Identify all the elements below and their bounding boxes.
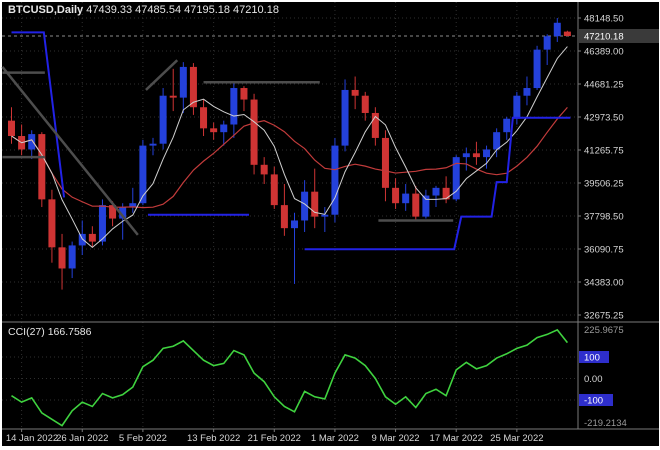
candle-body (533, 49, 541, 89)
price-axis-label: 32675.25 (584, 311, 624, 322)
cci-lower-level-label: -100 (584, 396, 603, 407)
symbol-period-label: BTCUSD,Daily (8, 4, 84, 16)
date-label: 21 Feb 2022 (248, 433, 301, 444)
date-label: 14 Jan 2022 (6, 433, 58, 444)
support-step-line (11, 31, 66, 198)
candle-body (159, 95, 167, 144)
cci-indicator-title: CCI(27) 166.7586 (8, 326, 91, 338)
cci-line (11, 328, 569, 427)
candle-body (129, 203, 137, 208)
candle-body (200, 107, 208, 129)
candle-body (543, 36, 551, 50)
cci-lower-level-box (579, 394, 613, 406)
candle-body (422, 195, 430, 217)
candle-body (98, 205, 106, 242)
current-price-box (579, 29, 659, 44)
price-axis-label: 48148.50 (584, 14, 624, 25)
candle-body (503, 118, 511, 133)
date-label: 9 Mar 2022 (372, 433, 420, 444)
candle-body (88, 233, 96, 242)
candle-body (260, 164, 268, 175)
date-label: 17 Mar 2022 (430, 433, 483, 444)
candle-body (493, 132, 501, 150)
candle-body (392, 187, 400, 204)
price-axis-label: 41265.75 (584, 146, 624, 157)
candle-body (371, 112, 379, 138)
price-axis-label: 46389.00 (584, 47, 624, 58)
candle-body (442, 187, 450, 200)
cci-upper-level-label: 100 (584, 353, 600, 364)
candle-body (513, 95, 521, 119)
date-label: 13 Feb 2022 (187, 433, 240, 444)
cci-min-label: -219.2134 (584, 418, 627, 429)
price-axis-label: 34383.00 (584, 278, 624, 289)
candle-body (432, 187, 440, 196)
candle-body (78, 233, 86, 246)
price-axis-label: 42973.50 (584, 113, 624, 124)
candle-body (189, 66, 197, 108)
price-axis-label: 37798.50 (584, 212, 624, 223)
candle-body (381, 137, 389, 188)
candle-body (301, 191, 309, 221)
cci-zero-label: 0.00 (584, 374, 603, 385)
candle-body (351, 89, 359, 96)
candle-body (311, 191, 319, 217)
cci-upper-level-box (579, 351, 609, 363)
candle-body (412, 193, 420, 217)
candle-body (38, 134, 46, 200)
support-step-line (304, 116, 571, 251)
price-axis-label: 44681.25 (584, 80, 624, 91)
candle-body (462, 153, 470, 158)
date-label: 1 Mar 2022 (311, 433, 359, 444)
candle-body (483, 149, 491, 158)
candle-body (280, 205, 288, 229)
candle-body (28, 134, 36, 150)
cci-name-label: CCI(27) (8, 326, 45, 338)
candle-body (523, 88, 531, 96)
cci-max-label: 225.9675 (584, 325, 624, 336)
candle-body (250, 99, 258, 165)
candle-body (240, 88, 248, 100)
candle-body (291, 220, 298, 229)
candle-body (169, 95, 177, 98)
candle-body (109, 205, 117, 219)
candle-body (563, 31, 571, 37)
trend-line[interactable] (145, 59, 179, 91)
date-label: 26 Jan 2022 (56, 433, 108, 444)
candle-body (230, 88, 238, 125)
candle-body (361, 95, 369, 113)
date-label: 5 Feb 2022 (119, 433, 167, 444)
candle-body (472, 153, 480, 158)
candle-body (220, 124, 228, 133)
candle-body (341, 89, 349, 146)
candle-body (179, 66, 187, 98)
candle-body (149, 143, 157, 146)
candle-body (270, 174, 278, 206)
candle-body (68, 245, 76, 269)
candle-body (331, 145, 339, 215)
trend-line[interactable] (1, 66, 139, 236)
ma-fast-line (11, 46, 568, 248)
candle-body (210, 128, 218, 133)
price-axis-label: 36090.75 (584, 245, 624, 256)
chart-title: BTCUSD,Daily 47439.33 47485.54 47195.18 … (8, 4, 279, 16)
candle-body (58, 247, 66, 269)
cci-value-label: 166.7586 (47, 326, 92, 338)
ma-slow-line (11, 106, 568, 209)
current-price-label: 47210.18 (584, 32, 624, 43)
candle-body (452, 157, 460, 200)
candle-body (8, 120, 15, 137)
price-axis-label: 39506.25 (584, 179, 624, 190)
candle-body (48, 199, 56, 248)
candle-body (553, 22, 561, 37)
date-label: 25 Mar 2022 (490, 433, 543, 444)
candle-body (402, 193, 410, 204)
ohlc-values-label: 47439.33 47485.54 47195.18 47210.18 (86, 4, 279, 16)
candle-body (119, 207, 127, 219)
candle-body (321, 214, 329, 217)
candle-body (139, 145, 147, 204)
